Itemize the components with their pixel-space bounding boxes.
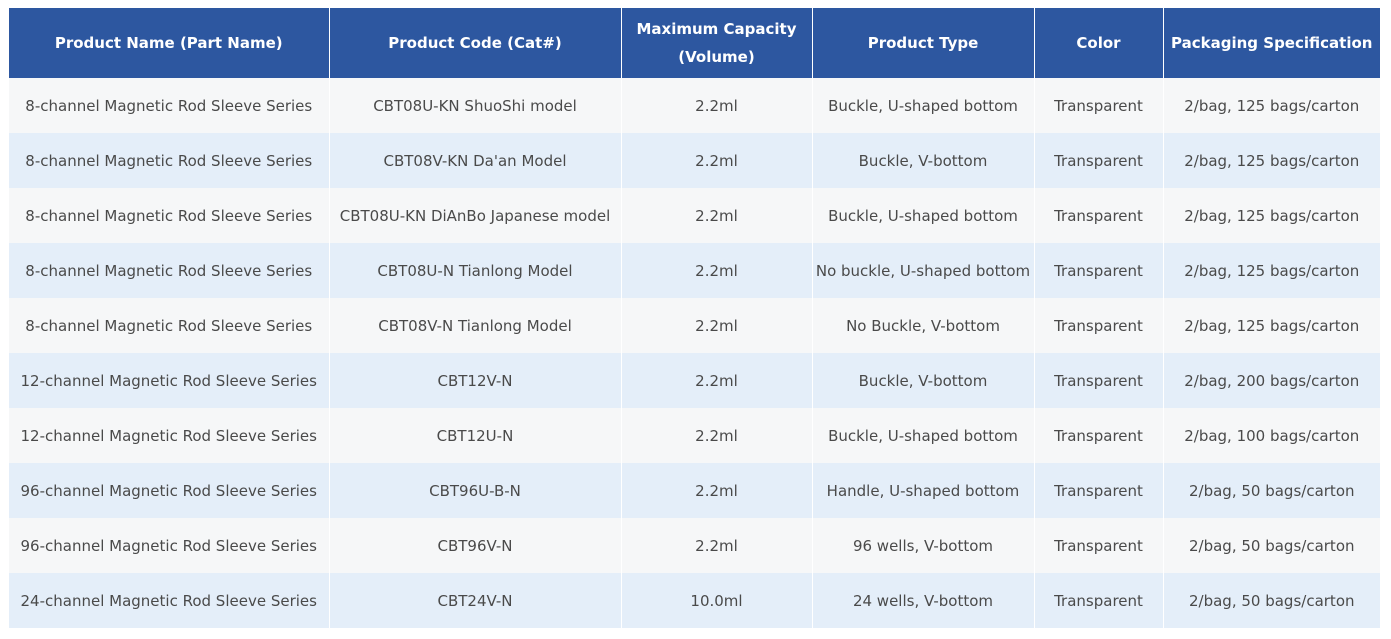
header-packaging: Packaging Specification bbox=[1163, 8, 1380, 78]
table-row: 12-channel Magnetic Rod Sleeve Series CBT… bbox=[9, 408, 1380, 463]
packaging-cell: 2/bag, 200 bags/carton bbox=[1163, 353, 1380, 408]
capacity-cell: 2.2ml bbox=[621, 243, 813, 298]
header-max-capacity: Maximum Capacity (Volume) bbox=[621, 8, 813, 78]
color-cell: Transparent bbox=[1034, 243, 1164, 298]
capacity-cell: 2.2ml bbox=[621, 298, 813, 353]
product-name-cell: 8-channel Magnetic Rod Sleeve Series bbox=[9, 78, 330, 133]
header-product-code: Product Code (Cat#) bbox=[329, 8, 622, 78]
product-name-cell: 12-channel Magnetic Rod Sleeve Series bbox=[9, 353, 330, 408]
capacity-cell: 2.2ml bbox=[621, 133, 813, 188]
packaging-cell: 2/bag, 125 bags/carton bbox=[1163, 243, 1380, 298]
product-type-cell: Buckle, U-shaped bottom bbox=[812, 408, 1035, 463]
product-type-cell: 24 wells, V-bottom bbox=[812, 573, 1035, 628]
product-type-cell: No buckle, U-shaped bottom bbox=[812, 243, 1035, 298]
packaging-cell: 2/bag, 100 bags/carton bbox=[1163, 408, 1380, 463]
product-code-cell: CBT08V-N Tianlong Model bbox=[329, 298, 622, 353]
product-type-cell: No Buckle, V-bottom bbox=[812, 298, 1035, 353]
packaging-cell: 2/bag, 125 bags/carton bbox=[1163, 188, 1380, 243]
packaging-cell: 2/bag, 125 bags/carton bbox=[1163, 298, 1380, 353]
packaging-cell: 2/bag, 125 bags/carton bbox=[1163, 78, 1380, 133]
color-cell: Transparent bbox=[1034, 573, 1164, 628]
table-row: 8-channel Magnetic Rod Sleeve Series CBT0… bbox=[9, 298, 1380, 353]
table-row: 8-channel Magnetic Rod Sleeve Series CBT0… bbox=[9, 78, 1380, 133]
product-code-cell: CBT96U-B-N bbox=[329, 463, 622, 518]
product-type-cell: Buckle, U-shaped bottom bbox=[812, 78, 1035, 133]
product-type-cell: 96 wells, V-bottom bbox=[812, 518, 1035, 573]
product-name-cell: 96-channel Magnetic Rod Sleeve Series bbox=[9, 518, 330, 573]
product-name-cell: 8-channel Magnetic Rod Sleeve Series bbox=[9, 298, 330, 353]
product-code-cell: CBT12V-N bbox=[329, 353, 622, 408]
color-cell: Transparent bbox=[1034, 518, 1164, 573]
table-row: 96-channel Magnetic Rod Sleeve Series CBT… bbox=[9, 518, 1380, 573]
product-name-cell: 8-channel Magnetic Rod Sleeve Series bbox=[9, 243, 330, 298]
product-code-cell: CBT08U-KN DiAnBo Japanese model bbox=[329, 188, 622, 243]
packaging-cell: 2/bag, 125 bags/carton bbox=[1163, 133, 1380, 188]
capacity-cell: 2.2ml bbox=[621, 463, 813, 518]
table-row: 8-channel Magnetic Rod Sleeve Series CBT0… bbox=[9, 188, 1380, 243]
capacity-cell: 2.2ml bbox=[621, 78, 813, 133]
product-name-cell: 96-channel Magnetic Rod Sleeve Series bbox=[9, 463, 330, 518]
header-product-type: Product Type bbox=[812, 8, 1035, 78]
product-code-cell: CBT08U-N Tianlong Model bbox=[329, 243, 622, 298]
header-product-name: Product Name (Part Name) bbox=[9, 8, 330, 78]
product-type-cell: Buckle, V-bottom bbox=[812, 133, 1035, 188]
product-name-cell: 24-channel Magnetic Rod Sleeve Series bbox=[9, 573, 330, 628]
product-spec-table: Product Name (Part Name) Product Code (C… bbox=[9, 8, 1380, 628]
packaging-cell: 2/bag, 50 bags/carton bbox=[1163, 518, 1380, 573]
table-row: 12-channel Magnetic Rod Sleeve Series CBT… bbox=[9, 353, 1380, 408]
product-type-cell: Buckle, V-bottom bbox=[812, 353, 1035, 408]
color-cell: Transparent bbox=[1034, 353, 1164, 408]
table-row: 96-channel Magnetic Rod Sleeve Series CBT… bbox=[9, 463, 1380, 518]
color-cell: Transparent bbox=[1034, 408, 1164, 463]
capacity-cell: 2.2ml bbox=[621, 353, 813, 408]
capacity-cell: 2.2ml bbox=[621, 408, 813, 463]
capacity-cell: 2.2ml bbox=[621, 188, 813, 243]
packaging-cell: 2/bag, 50 bags/carton bbox=[1163, 463, 1380, 518]
packaging-cell: 2/bag, 50 bags/carton bbox=[1163, 573, 1380, 628]
table-body: 8-channel Magnetic Rod Sleeve Series CBT0… bbox=[9, 78, 1380, 628]
table-row: 24-channel Magnetic Rod Sleeve Series CBT… bbox=[9, 573, 1380, 628]
capacity-cell: 2.2ml bbox=[621, 518, 813, 573]
product-name-cell: 12-channel Magnetic Rod Sleeve Series bbox=[9, 408, 330, 463]
product-code-cell: CBT08V-KN Da'an Model bbox=[329, 133, 622, 188]
color-cell: Transparent bbox=[1034, 133, 1164, 188]
header-color: Color bbox=[1034, 8, 1164, 78]
product-type-cell: Handle, U-shaped bottom bbox=[812, 463, 1035, 518]
capacity-cell: 10.0ml bbox=[621, 573, 813, 628]
product-spec-table-container: Product Name (Part Name) Product Code (C… bbox=[9, 8, 1380, 628]
color-cell: Transparent bbox=[1034, 298, 1164, 353]
table-row: 8-channel Magnetic Rod Sleeve Series CBT0… bbox=[9, 243, 1380, 298]
product-name-cell: 8-channel Magnetic Rod Sleeve Series bbox=[9, 133, 330, 188]
color-cell: Transparent bbox=[1034, 188, 1164, 243]
table-header-row: Product Name (Part Name) Product Code (C… bbox=[9, 8, 1380, 78]
product-code-cell: CBT12U-N bbox=[329, 408, 622, 463]
product-code-cell: CBT08U-KN ShuoShi model bbox=[329, 78, 622, 133]
product-code-cell: CBT96V-N bbox=[329, 518, 622, 573]
product-code-cell: CBT24V-N bbox=[329, 573, 622, 628]
color-cell: Transparent bbox=[1034, 78, 1164, 133]
color-cell: Transparent bbox=[1034, 463, 1164, 518]
product-type-cell: Buckle, U-shaped bottom bbox=[812, 188, 1035, 243]
table-row: 8-channel Magnetic Rod Sleeve Series CBT0… bbox=[9, 133, 1380, 188]
product-name-cell: 8-channel Magnetic Rod Sleeve Series bbox=[9, 188, 330, 243]
